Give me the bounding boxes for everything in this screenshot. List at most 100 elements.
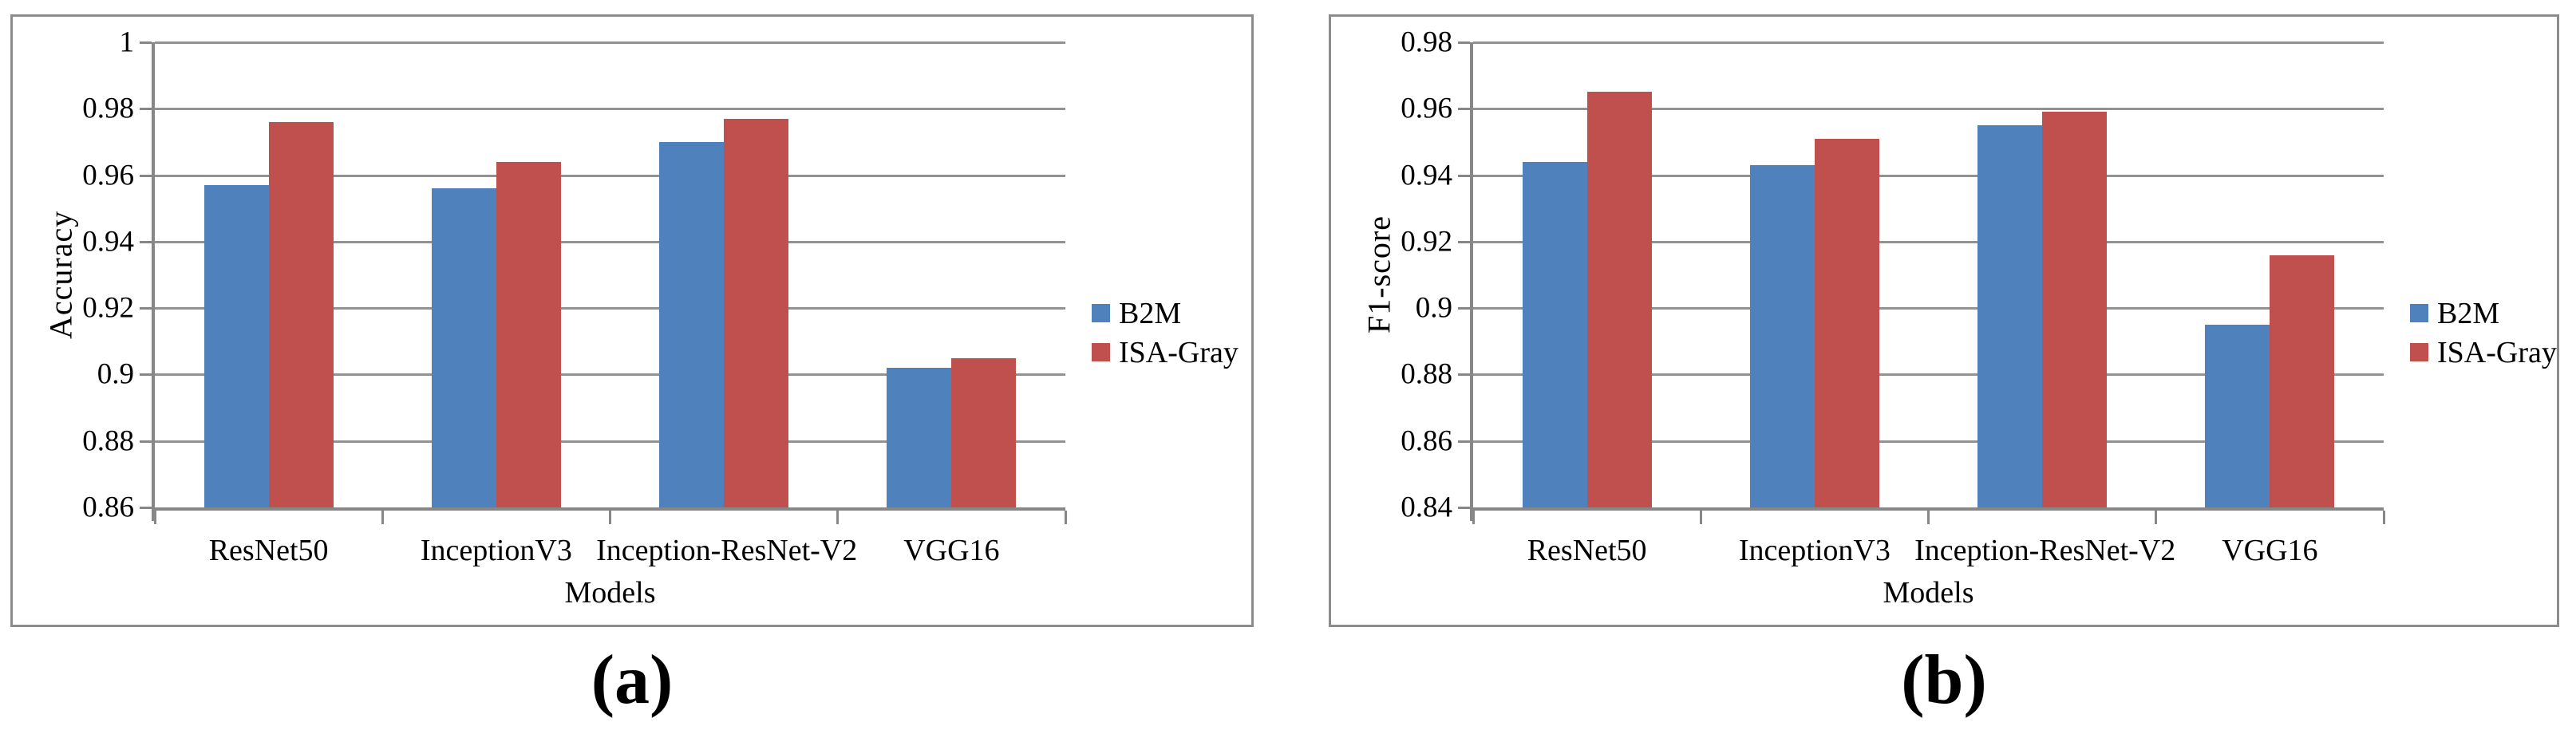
gridline xyxy=(1473,174,2384,177)
gridline xyxy=(1473,307,2384,310)
y-axis-tick xyxy=(140,307,152,310)
y-tick-label: 0.84 xyxy=(1401,491,1452,524)
legend-swatch-b2m xyxy=(2410,304,2428,322)
gridline xyxy=(1473,240,2384,243)
legend-item-b2m: B2M xyxy=(1092,294,1239,333)
gridline xyxy=(155,440,1065,443)
y-axis-tick xyxy=(1458,507,1470,509)
gridline xyxy=(155,41,1065,44)
gridline xyxy=(1473,440,2384,443)
legend-label-isa-gray: ISA-Gray xyxy=(1119,335,1239,369)
y-axis-tick xyxy=(140,373,152,377)
plot-area xyxy=(155,41,1065,507)
y-axis-tick xyxy=(140,240,152,243)
bar-b2m-vgg16 xyxy=(2205,325,2270,507)
bar-b2m-resnet50 xyxy=(203,185,269,507)
gridline xyxy=(1473,41,2384,44)
y-axis-line xyxy=(1470,42,1473,521)
legend-item-isa-gray: ISA-Gray xyxy=(1092,333,1239,372)
y-axis-line xyxy=(152,42,155,521)
x-axis-line xyxy=(1470,507,2384,511)
y-tick-label: 0.96 xyxy=(82,159,134,192)
y-axis-tick xyxy=(1458,174,1470,177)
y-tick-label: 0.96 xyxy=(1401,92,1452,125)
bar-isa-gray-vgg16 xyxy=(951,358,1017,507)
x-category-label: VGG16 xyxy=(2222,534,2318,567)
legend-label-b2m: B2M xyxy=(1119,296,1182,330)
x-axis-line xyxy=(152,507,1065,511)
y-axis-tick xyxy=(140,108,152,111)
y-axis-tick xyxy=(140,41,152,44)
bar-isa-gray-vgg16 xyxy=(2270,255,2335,507)
plot-area xyxy=(1473,41,2384,507)
y-tick-label: 0.86 xyxy=(1401,424,1452,458)
y-axis-tick xyxy=(1458,373,1470,377)
bar-isa-gray-resnet50 xyxy=(268,122,334,507)
bar-b2m-resnet50 xyxy=(1522,162,1587,507)
bar-isa-gray-inceptionv3 xyxy=(1814,139,1879,507)
legend-label-b2m: B2M xyxy=(2437,296,2500,330)
legend-item-b2m: B2M xyxy=(2410,294,2557,333)
x-axis-tick xyxy=(2382,511,2385,524)
x-category-label: InceptionV3 xyxy=(1738,534,1891,567)
y-tick-label: 0.94 xyxy=(82,225,134,258)
y-axis-tick xyxy=(140,174,152,177)
x-axis-tick xyxy=(1699,511,1702,524)
legend-label-isa-gray: ISA-Gray xyxy=(2437,335,2557,369)
bar-b2m-inceptionv3 xyxy=(431,188,496,507)
x-axis-tick xyxy=(1064,511,1067,524)
y-tick-label: 0.88 xyxy=(82,424,134,458)
x-axis-tick xyxy=(153,511,156,524)
y-axis-tick xyxy=(140,507,152,509)
y-tick-label: 0.9 xyxy=(1415,291,1452,325)
x-category-label: ResNet50 xyxy=(208,534,329,567)
y-tick-label: 0.88 xyxy=(1401,357,1452,391)
gridline xyxy=(155,373,1065,377)
bar-isa-gray-inception-resnet-v2 xyxy=(2042,112,2108,507)
bar-b2m-inception-resnet-v2 xyxy=(1977,125,2043,507)
bar-b2m-inceptionv3 xyxy=(1749,165,1815,507)
y-tick-label: 1 xyxy=(119,26,135,59)
chart-panel-a: Accuracy Models B2M ISA-Gray 0.86 0.88 0.9… xyxy=(10,14,1254,627)
gridline xyxy=(155,307,1065,310)
y-axis-tick xyxy=(1458,307,1470,310)
bar-isa-gray-inceptionv3 xyxy=(496,162,561,507)
chart-panel-b: F1-score Models B2M ISA-Gray 0.84 0.86 0.8… xyxy=(1329,14,2559,627)
x-axis-tick xyxy=(609,511,611,524)
bar-isa-gray-inception-resnet-v2 xyxy=(724,119,789,507)
x-category-label: Inception-ResNet-V2 xyxy=(1914,534,2176,567)
caption-a: (a) xyxy=(591,641,674,719)
y-tick-label: 0.94 xyxy=(1401,159,1452,192)
y-axis-tick xyxy=(1458,440,1470,443)
legend-swatch-isa-gray xyxy=(2410,343,2428,361)
legend-swatch-b2m xyxy=(1092,304,1110,322)
x-axis-tick xyxy=(381,511,384,524)
gridline xyxy=(155,240,1065,243)
gridline xyxy=(155,108,1065,111)
y-axis-tick xyxy=(1458,41,1470,44)
legend: B2M ISA-Gray xyxy=(2410,294,2557,372)
y-axis-tick xyxy=(1458,108,1470,111)
y-tick-label: 0.86 xyxy=(82,491,134,524)
x-axis-tick xyxy=(1472,511,1475,524)
legend: B2M ISA-Gray xyxy=(1092,294,1239,372)
x-axis-title: Models xyxy=(1883,576,1974,610)
gridline xyxy=(1473,108,2384,111)
x-axis-tick xyxy=(1927,511,1930,524)
bar-isa-gray-resnet50 xyxy=(1586,92,1652,507)
y-tick-label: 0.9 xyxy=(97,357,134,391)
legend-item-isa-gray: ISA-Gray xyxy=(2410,333,2557,372)
y-tick-label: 0.98 xyxy=(82,92,134,125)
x-category-label: ResNet50 xyxy=(1527,534,1647,567)
y-tick-label: 0.98 xyxy=(1401,26,1452,59)
x-category-label: VGG16 xyxy=(903,534,1000,567)
x-axis-tick xyxy=(2155,511,2158,524)
x-category-label: Inception-ResNet-V2 xyxy=(596,534,858,567)
caption-b: (b) xyxy=(1901,641,1987,719)
x-axis-title: Models xyxy=(564,576,656,610)
x-category-label: InceptionV3 xyxy=(420,534,572,567)
legend-swatch-isa-gray xyxy=(1092,343,1110,361)
y-axis-tick xyxy=(140,440,152,443)
x-axis-tick xyxy=(836,511,840,524)
bar-b2m-vgg16 xyxy=(887,368,952,507)
